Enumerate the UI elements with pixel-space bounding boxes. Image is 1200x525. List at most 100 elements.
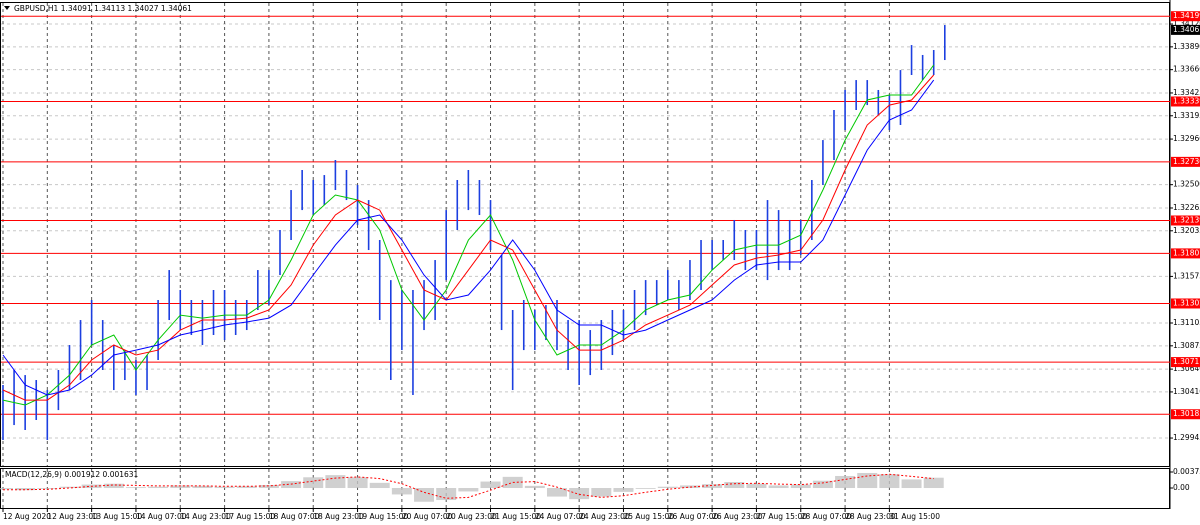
level-label-box	[1171, 357, 1200, 368]
y-tick-label: 1.32035	[1173, 226, 1200, 235]
moving-average-line	[2, 79, 935, 396]
macd-histogram-bar	[303, 477, 324, 489]
marks-layer	[0, 15, 1170, 502]
macd-histogram-bar	[768, 485, 789, 489]
x-tick-label: 18 Aug 23:00	[313, 512, 364, 521]
x-tick-label: 20 Aug 23:00	[446, 512, 497, 521]
level-label-box	[1171, 215, 1200, 226]
last-price-box	[1171, 24, 1200, 35]
level-label-box	[1171, 298, 1200, 309]
x-tick-label: 12 Aug 23:00	[47, 512, 98, 521]
level-label-box	[1171, 409, 1200, 420]
level-label: 1.33339	[1173, 96, 1200, 105]
x-tick-label: 19 Aug 15:00	[358, 512, 409, 521]
macd-histogram-bar	[125, 487, 146, 489]
level-label-box	[1171, 248, 1200, 259]
macd-value: 0.001912	[64, 470, 100, 479]
y-tick-label: 1.32960	[1173, 134, 1200, 143]
y-tick-label: 1.34120	[1173, 19, 1200, 28]
x-tick-label: 25 Aug 15:00	[623, 512, 674, 521]
level-label: 1.32730	[1173, 157, 1200, 166]
x-tick-label: 28 Aug 07:00	[801, 512, 852, 521]
macd-histogram-bar	[746, 483, 767, 489]
close-value: 1.34061	[161, 4, 192, 13]
symbol-menu-icon[interactable]	[4, 6, 10, 10]
x-tick-label: 18 Aug 07:00	[269, 512, 320, 521]
symbol: GBPUSD,H1	[14, 4, 59, 13]
y-tick-label: 0.00	[1173, 483, 1190, 492]
macd-histogram-bar	[724, 482, 745, 489]
y-tick-label: 1.33660	[1173, 65, 1200, 74]
macd-histogram-bar	[524, 485, 545, 489]
y-tick-label: 1.33195	[1173, 111, 1200, 120]
y-tick-label: 1.30410	[1173, 387, 1200, 396]
macd-histogram-bar	[657, 486, 678, 489]
x-tick-label: 21 Aug 15:00	[491, 512, 542, 521]
macd-histogram-bar	[258, 485, 279, 489]
macd-histogram-bar	[148, 486, 169, 489]
macd-histogram-bar	[812, 480, 833, 489]
macd-histogram-bar	[790, 484, 811, 489]
labels-layer: 1.34120 1.33890 1.33660 1.33425 1.33195 1.329…	[3, 11, 1200, 521]
macd-histogram-bar	[103, 483, 124, 489]
x-tick-label: 14 Aug 07:00	[136, 512, 187, 521]
x-tick-label: 26 Aug 23:00	[712, 512, 763, 521]
low-value: 1.34027	[128, 4, 159, 13]
macd-histogram-bar	[59, 486, 80, 489]
x-tick-label: 27 Aug 15:00	[756, 512, 807, 521]
macd-histogram-bar	[369, 482, 390, 489]
x-tick-label: 13 Aug 15:00	[92, 512, 143, 521]
macd-title: MACD(12,26,9)	[5, 470, 62, 479]
level-label: 1.32139	[1173, 215, 1200, 224]
level-label-box	[1171, 96, 1200, 107]
moving-average-line	[2, 64, 935, 406]
macd-histogram-bar	[192, 485, 213, 489]
macd-histogram-bar	[170, 485, 191, 489]
macd-histogram-bar	[569, 488, 590, 500]
macd-histogram-bar	[702, 484, 723, 489]
x-tick-label: 31 Aug 15:00	[889, 512, 940, 521]
macd-histogram-bar	[414, 488, 435, 502]
macd-histogram-bar	[214, 486, 235, 489]
macd-histogram-bar	[679, 485, 700, 489]
macd-histogram-bar	[480, 481, 501, 489]
level-label: 1.34199	[1173, 11, 1200, 20]
macd-histogram-bar	[15, 488, 36, 491]
macd-histogram-bar	[901, 479, 922, 489]
x-tick-label: 26 Aug 07:00	[668, 512, 719, 521]
macd-histogram-bar	[502, 476, 523, 489]
macd-histogram-bar	[879, 474, 900, 489]
level-label: 1.30185	[1173, 409, 1200, 418]
macd-histogram-bar	[458, 488, 479, 492]
y-tick-label: 1.31105	[1173, 318, 1200, 327]
macd-histogram-bar	[347, 477, 368, 489]
macd-histogram-bar	[325, 475, 346, 489]
level-label-box	[1171, 156, 1200, 167]
x-tick-label: 24 Aug 23:00	[579, 512, 630, 521]
macd-histogram-bar	[635, 488, 656, 489]
macd-histogram-bar	[236, 486, 257, 489]
last-price-label: 1.34061	[1173, 25, 1200, 34]
x-tick-label: 17 Aug 15:00	[225, 512, 276, 521]
macd-histogram-bar	[923, 477, 944, 489]
y-tick-label: 1.31575	[1173, 271, 1200, 280]
macd-histogram-bar	[391, 488, 412, 495]
y-tick-label: 1.32500	[1173, 180, 1200, 189]
macd-header: MACD(12,26,9) 0.001912 0.001631	[5, 470, 139, 479]
y-tick-label: 1.29945	[1173, 433, 1200, 442]
macd-histogram-bar	[613, 488, 634, 492]
y-tick-label: 1.33890	[1173, 42, 1200, 51]
x-tick-label: 20 Aug 07:00	[402, 512, 453, 521]
symbol-header: GBPUSD,H1 1.34091 1.34113 1.34027 1.3406…	[14, 4, 192, 13]
x-tick-label: 28 Aug 23:00	[845, 512, 896, 521]
level-label: 1.31807	[1173, 248, 1200, 257]
macd-histogram-bar	[37, 488, 58, 489]
y-tick-label: 1.33425	[1173, 88, 1200, 97]
x-tick-label: 24 Aug 07:00	[535, 512, 586, 521]
level-label: 1.31302	[1173, 298, 1200, 307]
macd-histogram-bar	[0, 488, 13, 490]
macd-histogram-bar	[835, 475, 856, 489]
macd-signal-line	[3, 473, 934, 499]
